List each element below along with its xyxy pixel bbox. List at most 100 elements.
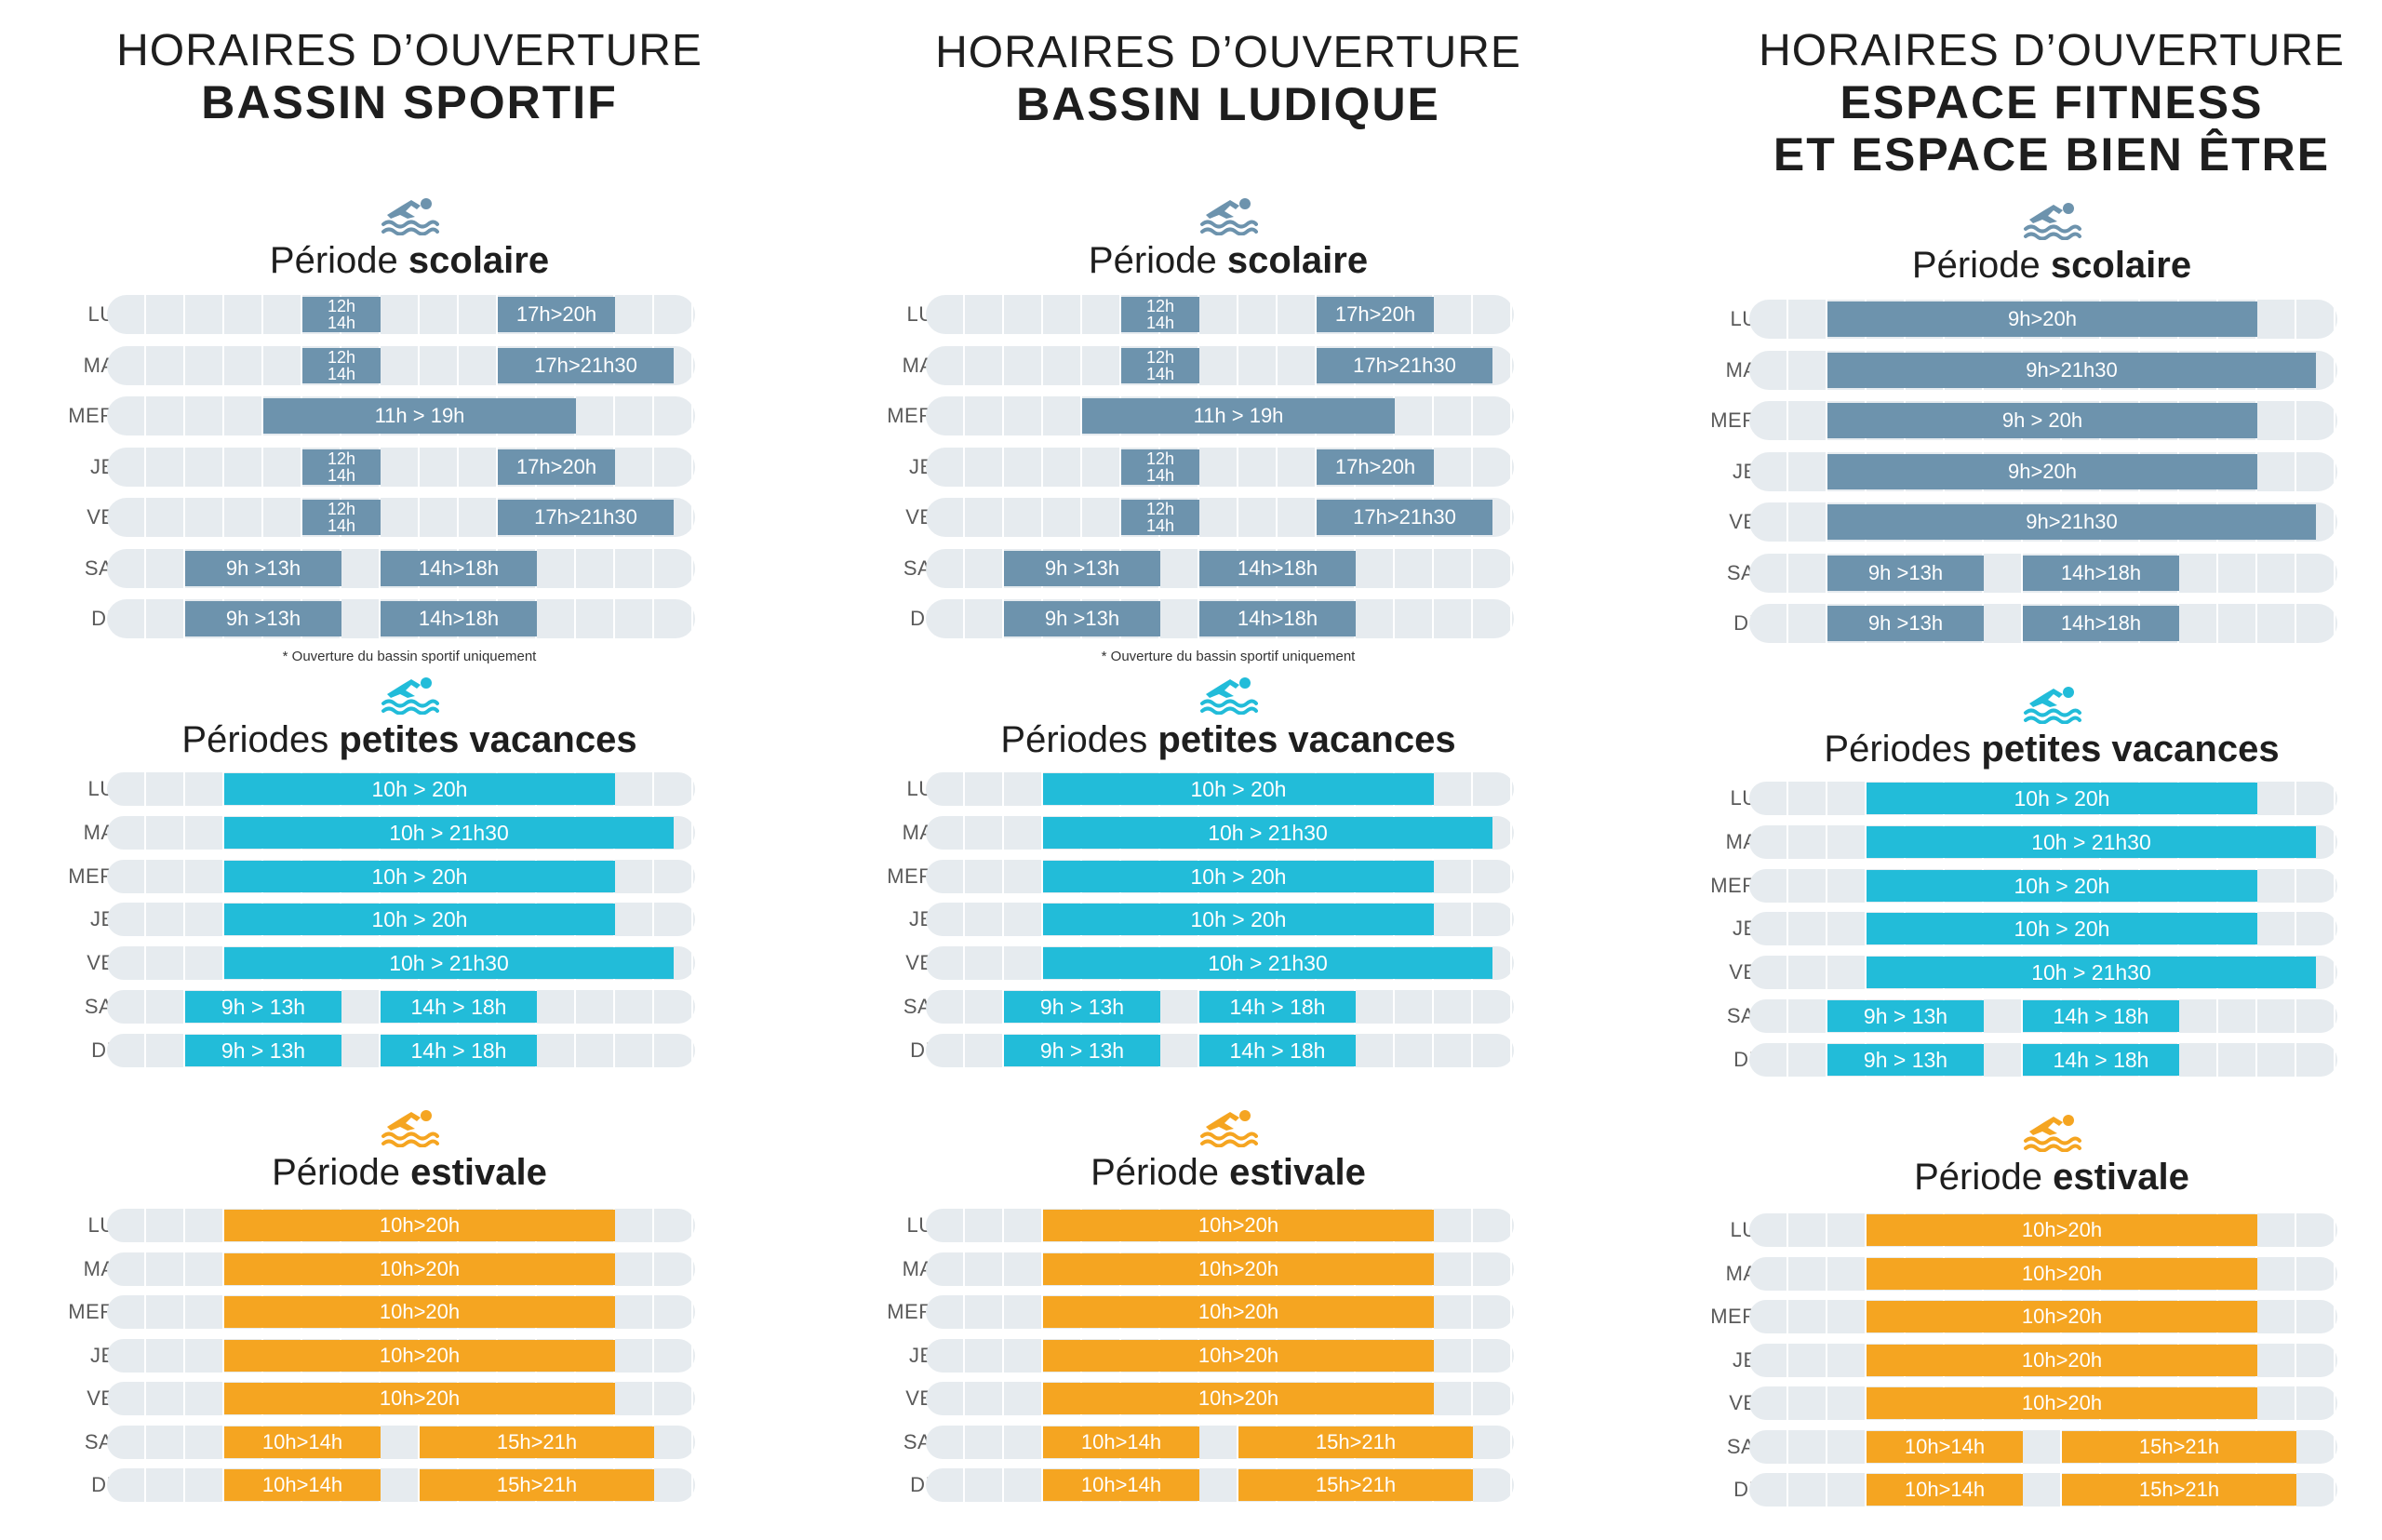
day-row: VEN10h > 21h30 (28, 946, 791, 981)
day-row: MAR10h > 21h30 (28, 815, 791, 850)
time-range-text: 10h>14h (1904, 1434, 1986, 1458)
time-range-text: 9h > 13h (221, 995, 306, 1019)
time-bar: 15h>21h (1238, 1426, 1473, 1458)
time-range-text: 10h > 21h30 (2031, 829, 2151, 854)
time-range-text: 9h>20h (2007, 307, 2078, 330)
time-bar: 12h 14h (302, 297, 381, 332)
time-range-text: 10h > 20h (1190, 777, 1287, 801)
time-bar: 9h>20h (1827, 453, 2257, 489)
time-range-text: 10h>14h (261, 1473, 343, 1496)
time-range-text: 14h>18h (2060, 560, 2142, 584)
time-range-text: 17h>20h (515, 454, 597, 478)
time-range-text: 14h > 18h (1229, 995, 1326, 1019)
time-range-text: 12h (1145, 449, 1175, 468)
time-bar: 10h > 20h (1043, 773, 1434, 805)
period-title-bold: estivale (410, 1152, 547, 1193)
period-title: Périodes petites vacances (1670, 728, 2382, 770)
day-row: MERC 10h>20h (847, 1295, 1610, 1329)
day-row: MAR10h > 21h30 (847, 815, 1610, 850)
time-bar: 10h>20h (224, 1296, 615, 1328)
day-row: LUN12h14h17h>20h (28, 295, 791, 334)
swimmer-icon (380, 191, 439, 236)
time-bar: 17h>20h (498, 297, 615, 332)
time-range-text: 14h > 18h (2053, 1004, 2149, 1028)
day-row: VEN9h>21h30 (1670, 502, 2382, 542)
day-row: MAR12h14h17h>21h30 (847, 345, 1610, 385)
time-range-text: 17h>21h30 (1353, 353, 1456, 377)
time-range-text: 10h > 21h30 (1208, 951, 1328, 976)
time-bar: 9h > 13h (1827, 1000, 1984, 1032)
time-bar: 10h>20h (1043, 1383, 1434, 1414)
time-bar: 17h>21h30 (1317, 500, 1492, 535)
time-bar: 11h > 19h (1082, 398, 1395, 434)
time-bar: 15h>21h (420, 1469, 654, 1501)
time-range-text: 10h>20h (1198, 1256, 1279, 1280)
time-range-text: 10h > 21h30 (389, 820, 509, 845)
day-row: VEN12h14h17h>21h30 (847, 498, 1610, 537)
time-range-text: 10h>20h (1198, 1213, 1279, 1237)
swimmer-icon (2022, 195, 2081, 241)
time-range-text: 14h > 18h (410, 995, 507, 1019)
title-line-bold: BASSIN LUDIQUE (1016, 78, 1440, 130)
time-range-text: 9h > 13h (1863, 1047, 1948, 1072)
time-range-text: 15h>21h (2138, 1434, 2220, 1458)
period-title-bold: scolaire (2050, 245, 2192, 286)
time-bar: 10h > 20h (224, 904, 615, 936)
time-bar: 10h>14h (1043, 1469, 1199, 1501)
period-title: Période scolaire (28, 239, 791, 282)
title-line-bold: BASSIN SPORTIF (201, 76, 618, 128)
time-range-text: 10h>20h (379, 1343, 461, 1367)
time-bar: 9h >13h (185, 550, 341, 586)
period-title-prefix: Période (269, 240, 398, 281)
time-bar: 10h>20h (1043, 1210, 1434, 1241)
time-bar: 9h >13h (185, 601, 341, 636)
time-bar: 14h>18h (381, 550, 537, 586)
time-bar: 9h > 20h (1827, 403, 2257, 438)
period-title-bold: petites vacances (1158, 719, 1456, 760)
time-range-text: 10h > 20h (1190, 864, 1287, 889)
time-bar: 9h > 13h (1004, 1034, 1160, 1066)
day-row: VEN10h>20h (1670, 1386, 2382, 1420)
period-title-prefix: Période (1088, 240, 1217, 281)
time-bar: 14h > 18h (381, 1034, 537, 1066)
column-title: HORAIRES D’OUVERTURE BASSIN LUDIQUE (847, 28, 1610, 130)
time-bar: 10h>20h (1043, 1296, 1434, 1328)
time-bar: 14h>18h (1199, 550, 1356, 586)
time-bar: 10h>14h (1867, 1430, 2023, 1463)
period-title: Période scolaire (1670, 244, 2382, 287)
day-row: MAR12h14h17h>21h30 (28, 345, 791, 385)
time-range-text: 14h (327, 314, 356, 332)
time-bar: 17h>21h30 (1317, 347, 1492, 383)
time-range-text: 17h>21h30 (534, 505, 637, 529)
period-title: Période estivale (28, 1151, 791, 1194)
time-range-text: 15h>21h (2138, 1478, 2220, 1501)
time-bar: 14h > 18h (1199, 1034, 1356, 1066)
time-bar: 10h > 20h (1867, 869, 2257, 902)
time-range-text: 9h>20h (2007, 459, 2078, 483)
time-range-text: 15h>21h (496, 1473, 578, 1496)
time-range-text: 14h (1145, 516, 1175, 535)
time-bar: 10h>20h (224, 1252, 615, 1285)
time-bar: 10h>20h (1867, 1344, 2257, 1376)
day-row: VEN10h>20h (847, 1382, 1610, 1415)
time-bar: 14h > 18h (381, 991, 537, 1023)
time-bar: 9h >13h (1827, 555, 1984, 591)
day-row: LUN10h > 20h (847, 772, 1610, 806)
swimmer-icon (1198, 191, 1258, 236)
time-bar: 10h > 20h (224, 773, 615, 805)
time-bar: 9h>21h30 (1827, 352, 2316, 388)
swimmer-icon (2022, 1107, 2081, 1153)
period-title-bold: petites vacances (1981, 729, 2280, 770)
time-bar: 14h > 18h (2023, 1043, 2179, 1076)
column-title: HORAIRES D’OUVERTURE BASSIN SPORTIF (28, 26, 791, 128)
title-line-bold: ESPACE FITNESS (1840, 76, 2264, 128)
